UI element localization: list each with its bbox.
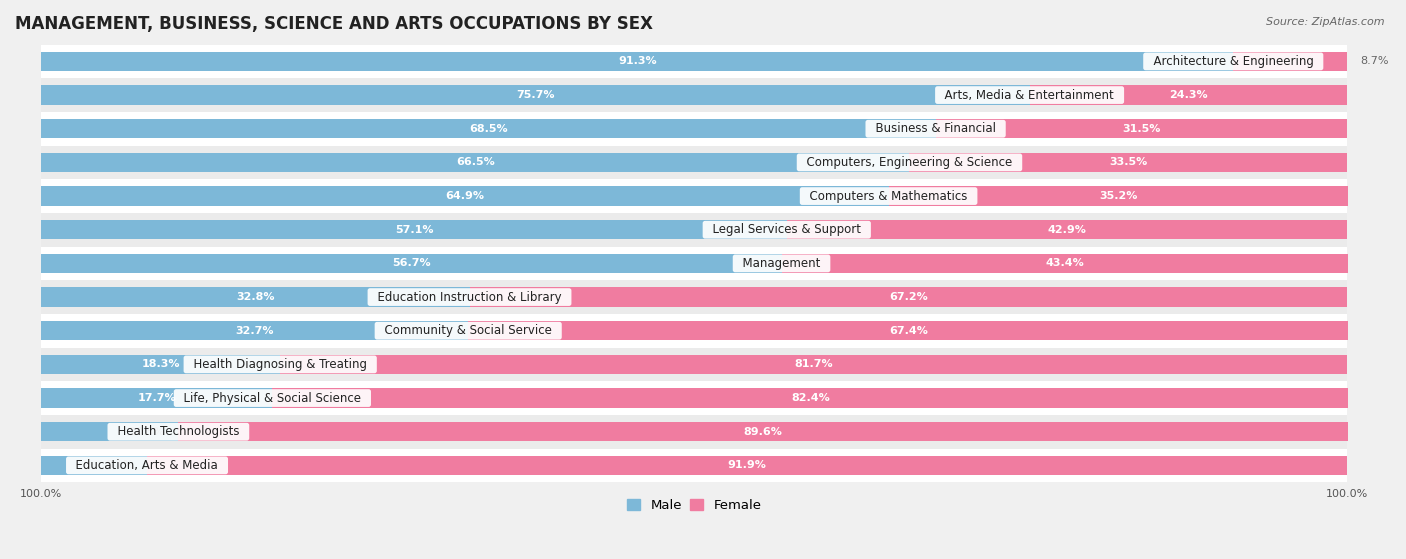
Text: 91.9%: 91.9%: [727, 461, 766, 470]
Text: Business & Financial: Business & Financial: [868, 122, 1004, 135]
Text: 24.3%: 24.3%: [1168, 90, 1208, 100]
Text: Source: ZipAtlas.com: Source: ZipAtlas.com: [1267, 17, 1385, 27]
Text: 35.2%: 35.2%: [1099, 191, 1137, 201]
Text: Architecture & Engineering: Architecture & Engineering: [1146, 55, 1322, 68]
Text: 43.4%: 43.4%: [1046, 258, 1084, 268]
Text: Health Technologists: Health Technologists: [110, 425, 247, 438]
Text: 68.5%: 68.5%: [470, 124, 508, 134]
Bar: [41, 145, 1347, 179]
Text: Health Diagnosing & Treating: Health Diagnosing & Treating: [186, 358, 374, 371]
Bar: [41, 220, 787, 239]
Text: 75.7%: 75.7%: [516, 90, 555, 100]
Bar: [41, 86, 1029, 105]
Bar: [41, 153, 910, 172]
Bar: [179, 422, 1348, 442]
Bar: [41, 314, 1347, 348]
Text: 17.7%: 17.7%: [138, 393, 176, 403]
Bar: [41, 422, 179, 442]
Bar: [41, 254, 782, 273]
Bar: [41, 448, 1347, 482]
Text: 91.3%: 91.3%: [619, 56, 657, 67]
Text: MANAGEMENT, BUSINESS, SCIENCE AND ARTS OCCUPATIONS BY SEX: MANAGEMENT, BUSINESS, SCIENCE AND ARTS O…: [15, 15, 654, 33]
Text: 81.7%: 81.7%: [794, 359, 832, 369]
Text: 82.4%: 82.4%: [792, 393, 830, 403]
Bar: [280, 354, 1347, 374]
Text: Legal Services & Support: Legal Services & Support: [704, 223, 869, 236]
Bar: [41, 287, 470, 307]
Bar: [782, 254, 1348, 273]
Bar: [41, 280, 1347, 314]
Text: 67.2%: 67.2%: [889, 292, 928, 302]
Bar: [41, 51, 1233, 71]
Bar: [41, 381, 1347, 415]
Bar: [41, 186, 889, 206]
Text: 8.1%: 8.1%: [105, 461, 134, 470]
Text: 42.9%: 42.9%: [1047, 225, 1087, 235]
Bar: [470, 287, 1347, 307]
Bar: [41, 119, 935, 139]
Bar: [41, 321, 468, 340]
Bar: [273, 389, 1348, 408]
Text: 10.5%: 10.5%: [131, 427, 166, 437]
Text: Life, Physical & Social Science: Life, Physical & Social Science: [176, 391, 368, 405]
Bar: [41, 415, 1347, 448]
Bar: [41, 78, 1347, 112]
Bar: [41, 389, 273, 408]
Bar: [41, 348, 1347, 381]
Bar: [41, 247, 1347, 280]
Bar: [935, 119, 1347, 139]
Text: 89.6%: 89.6%: [744, 427, 783, 437]
Text: 32.7%: 32.7%: [235, 326, 274, 336]
Bar: [787, 220, 1347, 239]
Text: 66.5%: 66.5%: [456, 158, 495, 167]
Bar: [148, 456, 1347, 475]
Bar: [468, 321, 1348, 340]
Text: Education Instruction & Library: Education Instruction & Library: [370, 291, 569, 304]
Text: 56.7%: 56.7%: [392, 258, 430, 268]
Text: Computers & Mathematics: Computers & Mathematics: [803, 190, 974, 202]
Bar: [1029, 86, 1347, 105]
Text: 32.8%: 32.8%: [236, 292, 274, 302]
Bar: [41, 354, 280, 374]
Text: 31.5%: 31.5%: [1122, 124, 1160, 134]
Text: Computers, Engineering & Science: Computers, Engineering & Science: [799, 156, 1019, 169]
Bar: [41, 112, 1347, 145]
Bar: [41, 456, 148, 475]
Bar: [889, 186, 1348, 206]
Bar: [41, 179, 1347, 213]
Text: Education, Arts & Media: Education, Arts & Media: [69, 459, 225, 472]
Bar: [41, 45, 1347, 78]
Bar: [41, 213, 1347, 247]
Text: 8.7%: 8.7%: [1360, 56, 1388, 67]
Text: Management: Management: [735, 257, 828, 270]
Text: 33.5%: 33.5%: [1109, 158, 1147, 167]
Text: Community & Social Service: Community & Social Service: [377, 324, 560, 337]
Text: 67.4%: 67.4%: [889, 326, 928, 336]
Bar: [910, 153, 1347, 172]
Bar: [1233, 51, 1347, 71]
Text: 18.3%: 18.3%: [142, 359, 180, 369]
Text: Arts, Media & Entertainment: Arts, Media & Entertainment: [938, 88, 1122, 102]
Text: 64.9%: 64.9%: [446, 191, 485, 201]
Legend: Male, Female: Male, Female: [621, 494, 766, 517]
Text: 57.1%: 57.1%: [395, 225, 433, 235]
